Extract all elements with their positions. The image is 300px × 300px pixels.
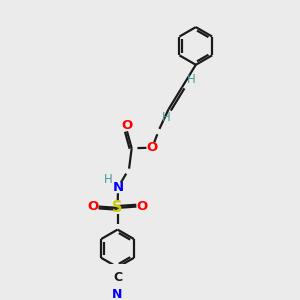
Text: O: O — [146, 141, 158, 154]
Text: H: H — [104, 173, 112, 186]
Text: S: S — [112, 200, 123, 215]
Text: H: H — [187, 73, 196, 86]
Text: C: C — [113, 271, 122, 284]
Text: H: H — [162, 111, 171, 124]
Text: N: N — [112, 181, 124, 194]
Text: O: O — [136, 200, 148, 213]
Text: N: N — [112, 288, 123, 300]
Text: O: O — [87, 200, 99, 213]
Text: O: O — [122, 119, 133, 132]
